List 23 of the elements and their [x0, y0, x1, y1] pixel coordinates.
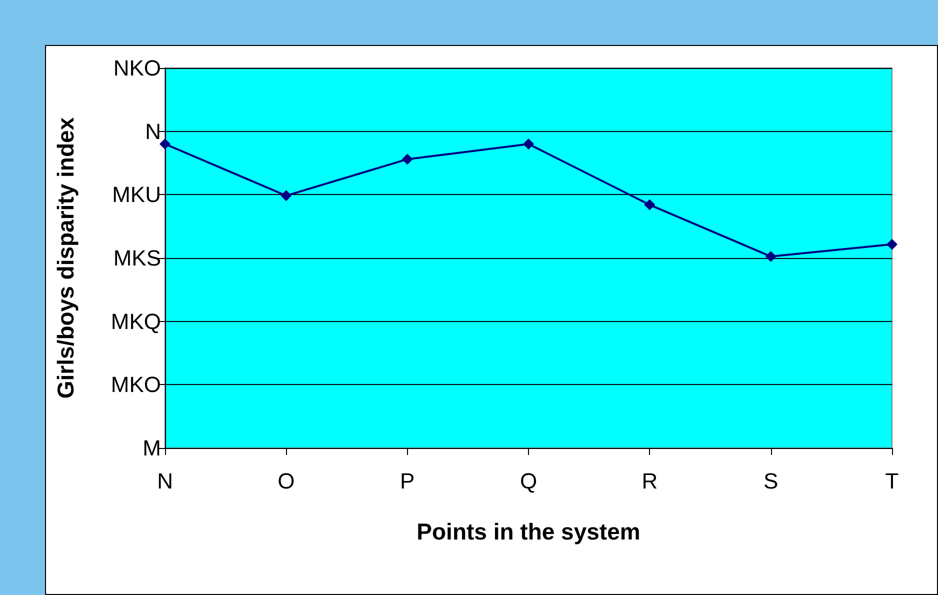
x-tick-label: P	[400, 468, 415, 494]
text: MKU	[112, 182, 161, 208]
point	[765, 250, 776, 262]
x-tick-label: O	[278, 468, 295, 494]
text: MKO	[110, 372, 161, 398]
x-tick-label: T	[885, 468, 899, 494]
point	[160, 138, 170, 150]
point	[402, 154, 413, 165]
point	[523, 138, 534, 150]
text: MKS	[113, 246, 161, 270]
text: NKO	[113, 56, 161, 80]
x-axis-title: Points in the system	[416, 518, 640, 544]
text: N	[145, 118, 161, 144]
point	[644, 199, 656, 210]
y-axis-title: Girls/boys disparity index	[52, 117, 78, 399]
point	[886, 238, 898, 250]
x-tick-label: N	[157, 468, 173, 494]
text: MKQ	[110, 308, 161, 334]
text: M	[142, 436, 161, 460]
x-tick-label: Q	[520, 468, 538, 494]
x-tick-label: R	[642, 468, 658, 494]
point	[280, 190, 292, 202]
x-tick-label: S	[763, 468, 778, 494]
